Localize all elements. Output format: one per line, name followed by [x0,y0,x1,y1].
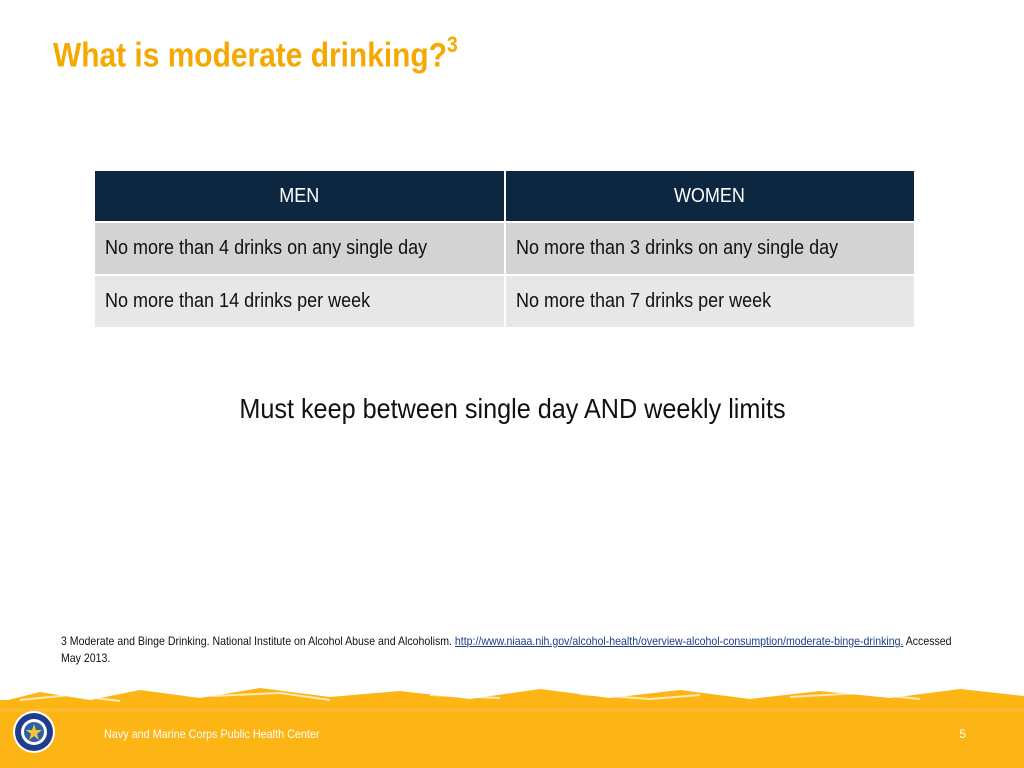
table-header-row: MEN WOMEN [93,169,916,223]
footnote-text: 3 Moderate and Binge Drinking. National … [61,634,452,648]
table-row: No more than 14 drinks per week No more … [93,274,916,329]
footnote: 3 Moderate and Binge Drinking. National … [61,633,961,667]
table-row: No more than 4 drinks on any single day … [93,221,916,276]
page-number: 5 [959,727,966,741]
drinking-limits-table: MEN WOMEN No more than 4 drinks on any s… [93,169,916,329]
header-women: WOMEN [503,169,916,223]
footnote-link[interactable]: http://www.niaaa.nih.gov/alcohol-health/… [454,634,904,648]
table-cell: No more than 7 drinks per week [503,274,916,329]
header-men: MEN [93,169,506,223]
slide-title: What is moderate drinking?3 [53,32,458,75]
nmcphc-seal-logo [13,711,55,753]
footnote-accessed: Accessed May 2013. [61,634,952,665]
table-cell: No more than 3 drinks on any single day [503,221,916,276]
footer-band [0,688,1024,768]
title-footnote-marker: 3 [446,32,458,57]
table-cell: No more than 14 drinks per week [93,274,506,329]
footer-organization: Navy and Marine Corps Public Health Cent… [104,727,320,741]
table-cell: No more than 4 drinks on any single day [93,221,506,276]
limits-note: Must keep between single day AND weekly … [238,393,786,424]
slide-title-text: What is moderate drinking? [53,36,447,75]
